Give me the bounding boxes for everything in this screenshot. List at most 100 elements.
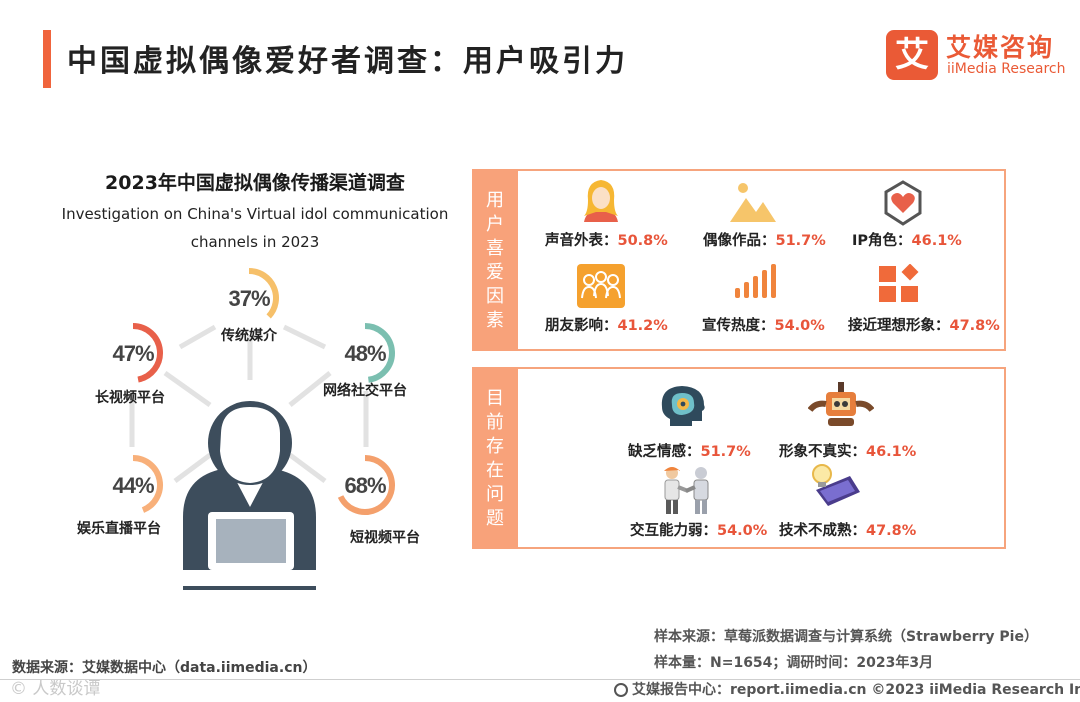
factor-item: 接近理想形象：47.8% <box>848 314 1000 335</box>
factor-item-value: 47.8% <box>949 318 1000 334</box>
issues-tab-char: 题 <box>486 508 504 529</box>
issue-item-label: 交互能力弱： <box>630 523 717 539</box>
channel-node-bg <box>335 455 395 515</box>
channel-arc-0 <box>248 268 279 319</box>
chart-title: 2023年中国虚拟偶像传播渠道调查 <box>105 172 405 194</box>
factor-item-value: 54.0% <box>774 318 825 334</box>
globe-icon <box>614 683 628 697</box>
issues-tab-char: 存 <box>486 436 504 457</box>
attraction-factors-tab: 用户喜爱因素 <box>472 169 518 351</box>
attraction-factors-panel <box>472 169 1006 351</box>
issue-item-label: 技术不成熟： <box>779 523 866 539</box>
heart-shield-icon <box>884 180 922 226</box>
channel-node-bg <box>335 323 395 383</box>
issue-item: 缺乏情感：51.7% <box>628 440 751 461</box>
channel-arc-4 <box>132 323 163 383</box>
person-at-laptop-icon <box>182 401 320 590</box>
factors-tab-char: 爱 <box>486 262 504 283</box>
channel-label-1: 网络社交平台 <box>323 382 407 399</box>
factor-item-label: IP角色： <box>852 233 912 249</box>
issue-item-value: 51.7% <box>700 444 751 460</box>
factor-item: 偶像作品：51.7% <box>703 229 826 250</box>
factor-item-value: 51.7% <box>775 233 826 249</box>
channel-node-bg <box>103 323 163 383</box>
factor-item-label: 接近理想形象： <box>848 318 950 334</box>
title-accent-bar <box>43 30 51 88</box>
factor-item: IP角色：46.1% <box>852 229 962 250</box>
factor-item: 声音外表：50.8% <box>545 229 668 250</box>
sample-size-note: 样本量：N=1654；调研时间：2023年3月 <box>654 655 934 671</box>
handshake-robot-icon <box>664 467 709 514</box>
brand-logo: 艾 艾媒咨询 iiMedia Research <box>886 28 1066 84</box>
bulb-laptop-icon <box>812 464 860 506</box>
factors-tab-char: 用 <box>486 190 504 211</box>
channel-arc-3 <box>132 455 163 513</box>
channel-label-3: 娱乐直播平台 <box>77 520 161 537</box>
channel-arcs <box>103 268 395 515</box>
shapes-icon <box>879 264 919 302</box>
channel-label-0: 传统媒介 <box>220 327 278 344</box>
hexagon-connector-lines <box>129 324 369 484</box>
factor-item: 朋友影响：41.2% <box>545 314 668 335</box>
channel-percent-2: 68% <box>344 473 385 498</box>
current-issues-panel <box>472 367 1006 549</box>
report-center-link[interactable]: 艾媒报告中心：report.iimedia.cn ©2023 iiMedia R… <box>614 679 1080 699</box>
factor-item-label: 朋友影响： <box>545 318 618 334</box>
issue-item: 形象不真实：46.1% <box>779 440 916 461</box>
issue-item-value: 47.8% <box>866 523 917 539</box>
factor-item-label: 偶像作品： <box>703 233 776 249</box>
issue-item-value: 54.0% <box>717 523 768 539</box>
footer-divider <box>0 679 1080 680</box>
chart-subtitle-line-2: channels in 2023 <box>190 233 320 251</box>
friends-group-icon <box>577 264 625 308</box>
issue-item-label: 形象不真实： <box>779 444 866 460</box>
logo-text-cn: 艾媒咨询 <box>946 33 1055 62</box>
chart-subtitle-line-1: Investigation on China's Virtual idol co… <box>61 205 449 223</box>
channel-percent-4: 47% <box>112 341 153 366</box>
issues-tab-char: 前 <box>486 412 504 433</box>
issue-item: 交互能力弱：54.0% <box>630 519 767 540</box>
channel-percent-labels: 37% 48% 68% 44% 47% <box>112 286 386 498</box>
factor-item-value: 46.1% <box>911 233 962 249</box>
sample-source-note: 样本来源：草莓派数据调查与计算系统（Strawberry Pie） <box>654 629 1038 645</box>
data-source-note: 数据来源：艾媒数据中心（data.iimedia.cn） <box>12 660 317 676</box>
factors-tab-char: 户 <box>486 214 504 235</box>
issue-item: 技术不成熟：47.8% <box>779 519 916 540</box>
issue-item-label: 缺乏情感： <box>628 444 701 460</box>
current-issues-tab: 目前存在问题 <box>472 367 518 549</box>
factor-item-value: 50.8% <box>617 233 668 249</box>
factor-item-label: 声音外表： <box>545 233 618 249</box>
channel-label-4: 长视频平台 <box>95 389 165 406</box>
channel-arc-2 <box>337 455 395 515</box>
channel-node-bg <box>219 268 279 328</box>
logo-text-en: iiMedia Research <box>947 61 1066 77</box>
channel-node-bg <box>103 455 163 515</box>
channel-arc-1 <box>364 323 395 383</box>
issue-item-value: 46.1% <box>866 444 917 460</box>
channel-label-2: 短视频平台 <box>350 529 420 546</box>
issues-tab-char: 问 <box>486 484 504 505</box>
signal-bars-icon <box>735 264 776 298</box>
report-center-text: 艾媒报告中心：report.iimedia.cn ©2023 iiMedia R… <box>632 682 1080 698</box>
factor-item-value: 41.2% <box>617 318 668 334</box>
factors-tab-char: 因 <box>486 286 504 307</box>
factors-tab-char: 喜 <box>486 238 504 259</box>
robot-icon <box>808 382 874 426</box>
watermark-text: © 人数谈谭 <box>10 679 101 699</box>
issues-tab-char: 目 <box>486 388 504 409</box>
issues-tab-char: 在 <box>486 460 504 481</box>
page-title: 中国虚拟偶像爱好者调查：用户吸引力 <box>67 44 628 79</box>
logo-mark: 艾 <box>886 30 938 80</box>
channel-percent-0: 37% <box>228 286 269 311</box>
brain-gear-icon <box>661 386 705 426</box>
factor-item-label: 宣传热度： <box>702 318 775 334</box>
singer-icon <box>584 180 618 222</box>
factors-tab-char: 素 <box>486 310 504 331</box>
channel-percent-3: 44% <box>112 473 153 498</box>
channel-percent-1: 48% <box>344 341 385 366</box>
chart-subtitle: Investigation on China's Virtual idol co… <box>60 200 450 256</box>
factor-item: 宣传热度：54.0% <box>702 314 825 335</box>
mountain-picture-icon <box>730 183 776 222</box>
